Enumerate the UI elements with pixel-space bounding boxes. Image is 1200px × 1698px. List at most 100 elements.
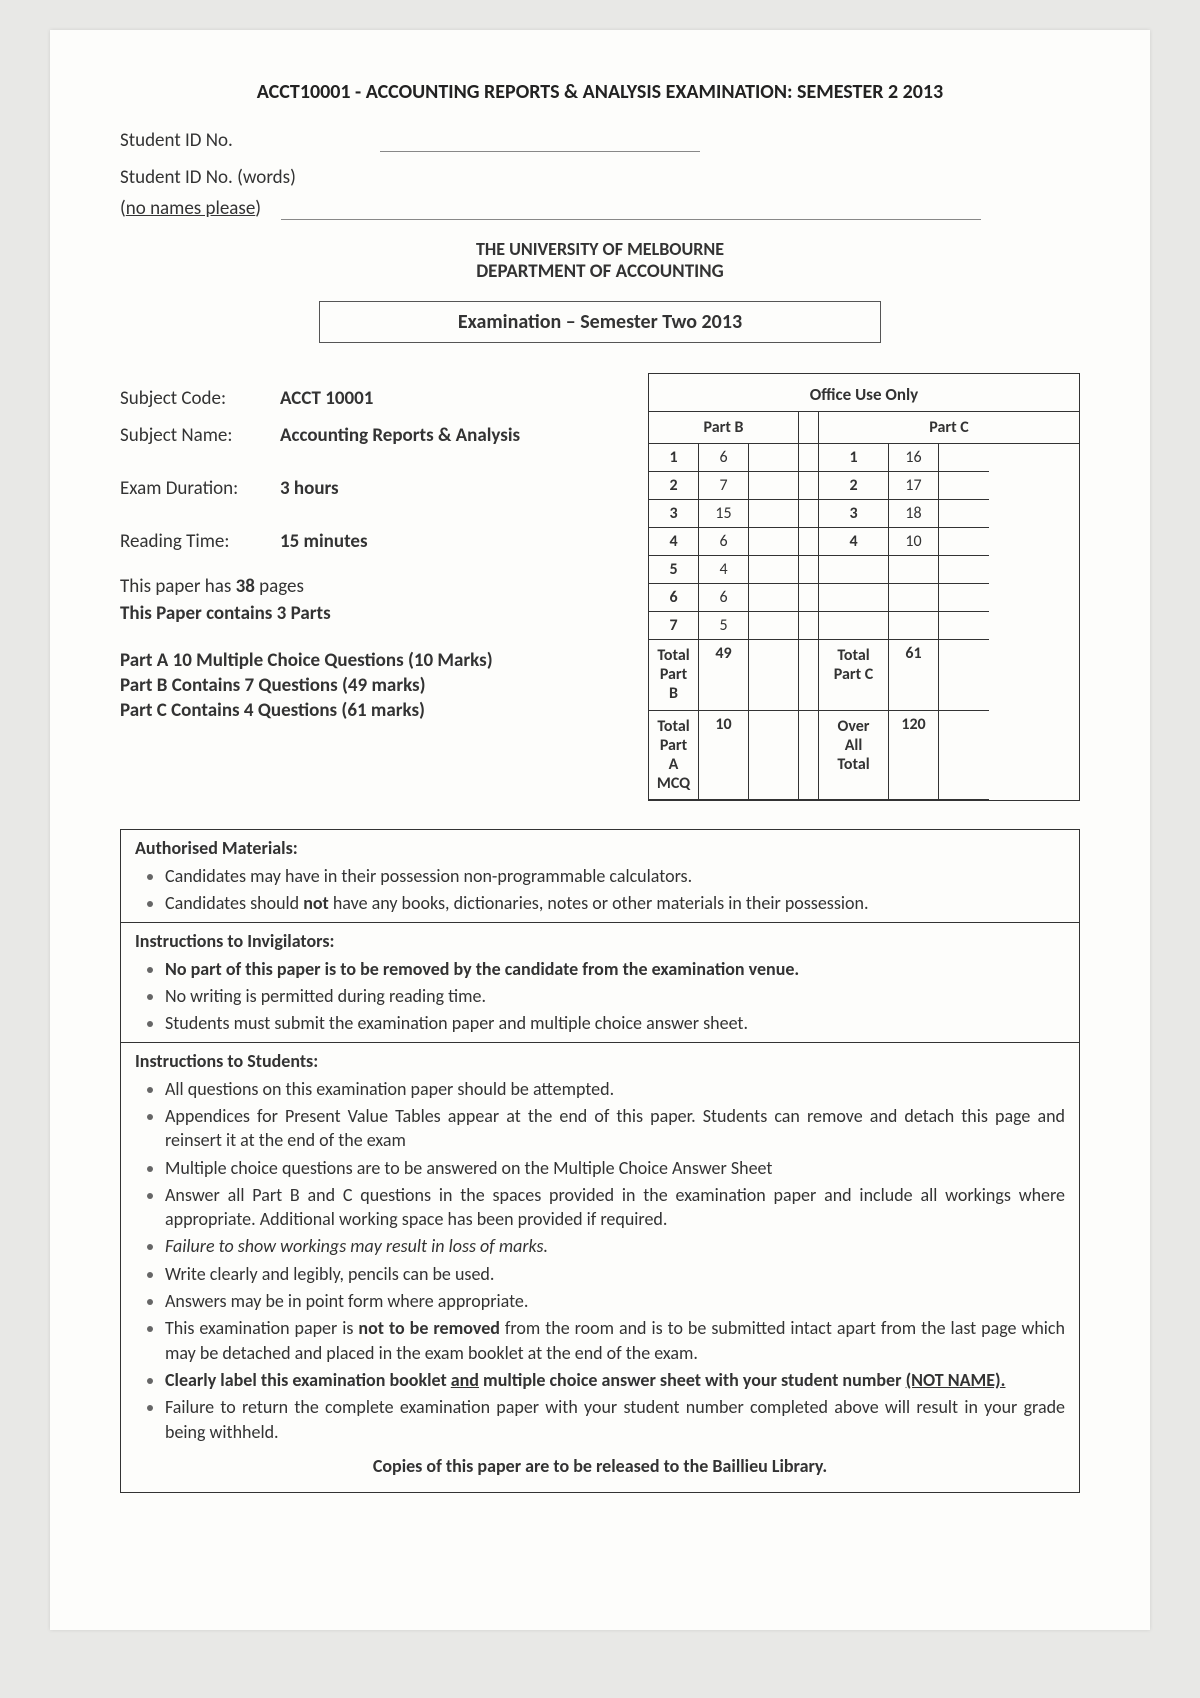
parts-line: This Paper contains 3 Parts <box>120 602 618 625</box>
authorised-materials-section: Authorised Materials: Candidates may hav… <box>121 830 1079 923</box>
office-cell: 18 <box>889 500 939 528</box>
office-cell <box>939 612 989 640</box>
students-list: All questions on this examination paper … <box>165 1077 1065 1444</box>
office-cell: 5 <box>699 612 749 640</box>
invigilators-section: Instructions to Invigilators: No part of… <box>121 923 1079 1043</box>
pages-count: 38 <box>236 575 255 598</box>
subject-name: Accounting Reports & Analysis <box>280 424 520 447</box>
invig-item-1: No writing is permitted during reading t… <box>165 984 1065 1008</box>
office-cell: 49 <box>699 640 749 711</box>
office-cell <box>749 711 799 801</box>
stu-item-4: Failure to show workings may result in l… <box>165 1234 1065 1258</box>
student-id-words-label: Student ID No. (words) <box>120 166 350 189</box>
stu-item-0: All questions on this examination paper … <box>165 1077 1065 1101</box>
university-name: THE UNIVERSITY OF MELBOURNE <box>120 238 1080 260</box>
mid-section: Subject Code: ACCT 10001 Subject Name: A… <box>120 373 1080 801</box>
subject-code: ACCT 10001 <box>280 387 373 410</box>
exam-duration: 3 hours <box>280 477 339 500</box>
pages-prefix: This paper has <box>120 575 236 598</box>
office-cell: 4 <box>819 528 889 556</box>
stu-item-3: Answer all Part B and C questions in the… <box>165 1183 1065 1232</box>
subject-name-label: Subject Name: <box>120 424 280 447</box>
office-cell: 6 <box>649 584 699 612</box>
stu-item-7: This examination paper is not to be remo… <box>165 1316 1065 1365</box>
office-cell <box>819 556 889 584</box>
office-cell: 6 <box>699 584 749 612</box>
office-cell: 7 <box>699 472 749 500</box>
office-cell: 4 <box>649 528 699 556</box>
office-cell: 7 <box>649 612 699 640</box>
department-name: DEPARTMENT OF ACCOUNTING <box>120 260 1080 283</box>
office-cell: TotalPart AMCQ <box>649 711 699 801</box>
office-cell: 120 <box>889 711 939 801</box>
pages-line: This paper has 38 pages <box>120 575 618 598</box>
exam-duration-label: Exam Duration: <box>120 477 280 500</box>
office-cell <box>749 612 799 640</box>
office-cell <box>939 500 989 528</box>
office-cell: 3 <box>649 500 699 528</box>
auth-item-0: Candidates may have in their possession … <box>165 864 1065 888</box>
office-cell: 1 <box>649 444 699 472</box>
office-cell <box>819 612 889 640</box>
office-cell: TotalPart C <box>819 640 889 711</box>
authorised-materials-list: Candidates may have in their possession … <box>165 864 1065 916</box>
instructions-box: Authorised Materials: Candidates may hav… <box>120 829 1080 1493</box>
office-cell: 6 <box>699 444 749 472</box>
office-cell: 17 <box>889 472 939 500</box>
office-cell <box>799 556 819 584</box>
office-cell <box>799 444 819 472</box>
office-cell: 15 <box>699 500 749 528</box>
student-id-row: Student ID No. <box>120 129 1080 152</box>
students-section: Instructions to Students: All questions … <box>121 1043 1079 1492</box>
office-cell: OverAllTotal <box>819 711 889 801</box>
part-a-line: Part A 10 Multiple Choice Questions (10 … <box>120 649 618 672</box>
invigilators-list: No part of this paper is to be removed b… <box>165 957 1065 1036</box>
office-cell <box>889 556 939 584</box>
office-cell <box>749 556 799 584</box>
stu-item-5: Write clearly and legibly, pencils can b… <box>165 1262 1065 1286</box>
office-use-title: Office Use Only <box>649 374 1079 411</box>
office-cell: 10 <box>889 528 939 556</box>
office-header-spacer <box>799 412 819 443</box>
no-names-row: (no names please) <box>120 195 1080 220</box>
students-heading: Instructions to Students: <box>135 1049 1065 1073</box>
office-cell: 6 <box>699 528 749 556</box>
auth-item-1: Candidates should not have any books, di… <box>165 891 1065 915</box>
office-cell <box>799 711 819 801</box>
student-id-line <box>380 131 700 152</box>
page-title: ACCT10001 - ACCOUNTING REPORTS & ANALYSI… <box>120 80 1080 104</box>
stu-item-9: Failure to return the complete examinati… <box>165 1395 1065 1444</box>
office-cell <box>799 640 819 711</box>
office-cell <box>939 584 989 612</box>
office-cell: 1 <box>819 444 889 472</box>
office-grid: 161162721731531846410546675TotalPart B49… <box>649 443 1079 800</box>
pages-suffix: pages <box>255 575 304 598</box>
office-cell <box>749 528 799 556</box>
office-cell <box>749 444 799 472</box>
invig-item-2: Students must submit the examination pap… <box>165 1011 1065 1035</box>
exam-title-box: Examination – Semester Two 2013 <box>319 301 881 343</box>
office-cell <box>939 472 989 500</box>
office-cell <box>799 500 819 528</box>
office-part-c-header: Part C <box>819 412 1079 443</box>
stu-item-2: Multiple choice questions are to be answ… <box>165 1156 1065 1180</box>
office-cell: 3 <box>819 500 889 528</box>
office-part-headers: Part B Part C <box>649 411 1079 443</box>
university-block: THE UNIVERSITY OF MELBOURNE DEPARTMENT O… <box>120 238 1080 283</box>
release-line: Copies of this paper are to be released … <box>135 1454 1065 1478</box>
office-cell: TotalPart B <box>649 640 699 711</box>
office-use-box: Office Use Only Part B Part C 1611627217… <box>648 373 1080 801</box>
stu-item-8: Clearly label this examination booklet a… <box>165 1368 1065 1392</box>
office-cell: 2 <box>649 472 699 500</box>
office-cell <box>799 612 819 640</box>
subject-code-label: Subject Code: <box>120 387 280 410</box>
office-cell <box>889 584 939 612</box>
office-cell: 16 <box>889 444 939 472</box>
office-cell <box>939 640 989 711</box>
office-cell <box>799 472 819 500</box>
stu-item-6: Answers may be in point form where appro… <box>165 1289 1065 1313</box>
exam-cover-page: ACCT10001 - ACCOUNTING REPORTS & ANALYSI… <box>50 30 1150 1630</box>
student-id-label: Student ID No. <box>120 129 350 152</box>
office-cell <box>819 584 889 612</box>
office-cell <box>799 528 819 556</box>
